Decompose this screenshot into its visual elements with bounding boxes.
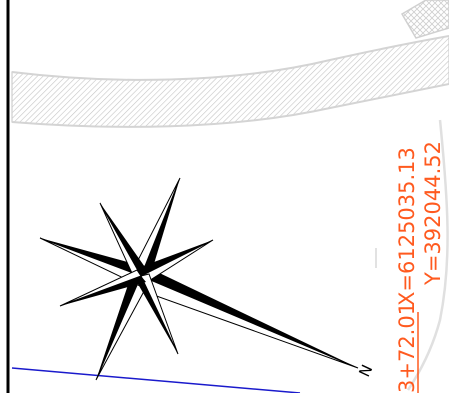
compass-rose-icon [39,177,359,381]
station-label: 3+72.01 [395,302,419,393]
road-edge-bottom [11,83,449,128]
hatched-road-band [11,35,449,128]
alignment-line[interactable] [11,367,301,393]
crosshatched-parcel [400,0,449,39]
north-letter: N [355,362,376,380]
y-coordinate-label: Y=392044.52 [421,141,445,286]
faint-boundary-curve [406,119,449,391]
station-annotation[interactable]: 3+72.01 X=6125035.13 Y=392044.52 [395,141,445,393]
road-edge-top [11,35,449,81]
x-coordinate-label: X=6125035.13 [395,147,419,306]
